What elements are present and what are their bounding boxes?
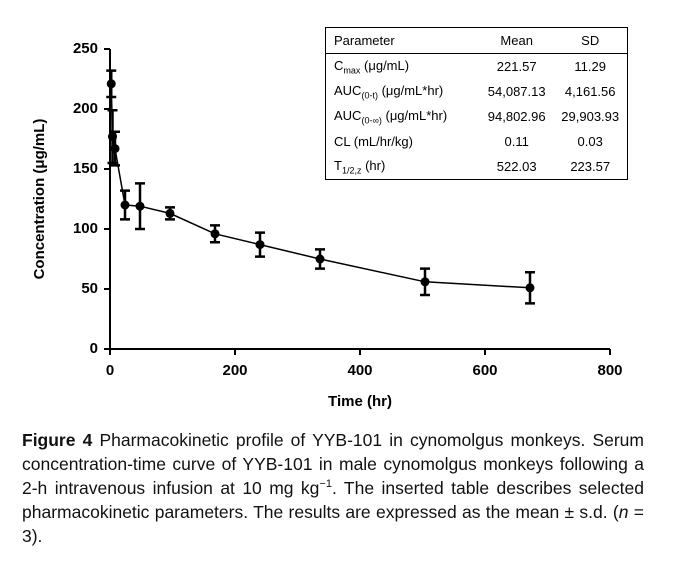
caption-text: n [618,502,629,522]
mean-cell: 0.11 [504,134,529,149]
data-point [255,240,265,250]
parameter-table: Parameter Mean SD Cmax (μg/mL) 221.57 11.29 AU… [325,27,628,180]
parameter-name: CL (mL/hr/kg) [334,134,413,149]
parameter-cell: AUC(0-∞) (μg/mL*hr) [326,104,480,129]
table-row: Cmax (μg/mL) 221.57 11.29 [326,54,628,80]
data-point [210,229,220,239]
header-cell: Parameter [325,27,480,54]
data-point [315,254,325,264]
parameter-subscript: (0-t) [361,90,378,101]
x-tick-label: 800 [597,362,622,379]
parameter-cell: Cmax (μg/mL) [326,54,480,80]
parameter-unit: (μg/mL*hr) [377,82,444,98]
parameter-name: AUC [334,82,362,98]
parameter-cell: T1/2,z (hr) [326,154,480,180]
parameter-cell: CL (mL/hr/kg) [326,129,480,154]
caption-text: Figure 4 [22,430,93,450]
data-point [135,201,145,211]
x-tick-label: 600 [472,362,497,379]
caption-text: −1 [319,478,332,491]
x-tick-label: 400 [347,362,372,379]
table-row: AUC(0-∞) (μg/mL*hr) 94,802.96 29,903.93 [326,104,628,129]
mean-cell: 522.03 [496,159,537,174]
parameter-unit: (hr) [361,157,386,173]
caption-text: Pharmacokinetic profile of YYB-101 in cy… [22,430,644,498]
caption-text: = 3). [22,502,644,546]
mean-cell: 94,802.96 [487,109,546,124]
parameter-unit: (μg/mL) [360,57,410,73]
data-point [106,79,116,89]
parameter-subscript: (0-∞) [361,115,382,126]
parameter-name: C [334,57,344,73]
parameter-name: AUC [334,107,362,123]
mean-cell: 221.57 [496,59,537,74]
parameter-subscript: 1/2,z [341,165,362,176]
table-row: AUC(0-t) (μg/mL*hr) 54,087.13 4,161.56 [326,79,628,104]
mean-cell: 54,087.13 [487,84,546,99]
parameter-name: T [334,157,342,173]
table-header-row: Parameter Mean SD [325,27,628,54]
table-row: CL (mL/hr/kg) 0.11 0.03 [326,129,628,154]
figure-caption: Figure 4 Pharmacokinetic profile of YYB-… [22,428,644,548]
chart: Time (hr) Concentration (μg/mL) 0 50 100 15… [31,40,623,410]
data-point [525,283,535,293]
y-tick-label: 100 [73,220,98,237]
y-tick-label: 150 [73,160,98,177]
y-tick-label: 250 [73,40,98,57]
sd-cell: 4,161.56 [564,84,616,99]
header-cell: Mean [479,27,554,54]
parameter-cell: AUC(0-t) (μg/mL*hr) [326,79,480,104]
x-tick-label: 0 [106,362,114,379]
sd-cell: 11.29 [574,59,606,74]
caption-text: . The inserted table describes selected … [22,478,644,522]
x-tick-label: 200 [222,362,247,379]
data-point [110,144,120,154]
data-point [120,200,130,210]
table-row: T1/2,z (hr) 522.03 223.57 [326,154,628,180]
data-point [420,277,430,287]
sd-cell: 223.57 [570,159,611,174]
parameter-subscript: max [343,65,361,76]
sd-cell: 0.03 [577,134,603,149]
header-cell: SD [553,27,628,54]
y-axis-label: Concentration (μg/mL) [31,119,48,280]
y-tick-label: 200 [73,100,98,117]
data-point [165,208,175,218]
x-axis-label: Time (hr) [328,393,392,410]
y-tick-label: 0 [90,340,98,357]
parameter-unit: (μg/mL*hr) [381,107,448,123]
y-tick-label: 50 [81,280,98,297]
sd-cell: 29,903.93 [561,109,620,124]
